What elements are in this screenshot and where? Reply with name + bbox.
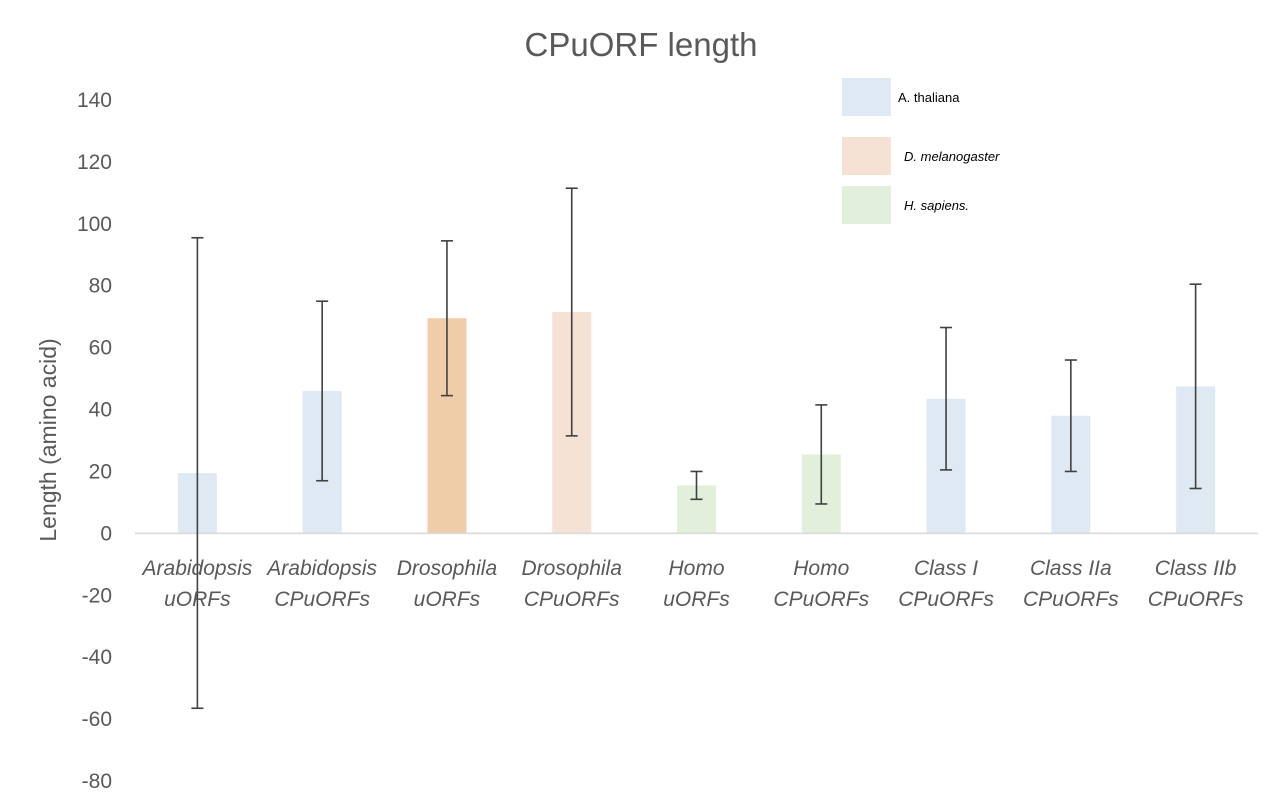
legend-label: H. sapiens.: [904, 198, 969, 213]
error-bar: [690, 470, 703, 501]
error-bar: [1064, 359, 1077, 473]
x-tick-label: CPuORFs: [524, 588, 620, 611]
legend-item: A. thaliana: [842, 78, 960, 116]
y-tick-label: 80: [89, 275, 112, 298]
y-tick-label: -60: [82, 708, 112, 731]
y-tick-label: 0: [100, 522, 112, 545]
error-bar: [191, 236, 204, 710]
y-tick-label: 60: [89, 337, 112, 360]
error-bar: [565, 187, 578, 437]
y-tick-label: 140: [77, 89, 112, 112]
legend-swatch: [842, 78, 891, 116]
x-tick-label: Class I: [914, 557, 978, 580]
y-tick-label: -20: [82, 584, 112, 607]
legend-label: A. thaliana: [898, 90, 960, 105]
legend-item: H. sapiens.: [842, 186, 969, 224]
x-tick-label: CPuORFs: [1148, 588, 1244, 611]
x-tick-label: uORFs: [164, 588, 231, 611]
x-tick-label: uORFs: [414, 588, 481, 611]
y-tick-label: 40: [89, 399, 112, 422]
x-tick-label: CPuORFs: [274, 588, 370, 611]
error-bars: [191, 187, 1202, 710]
legend-label: D. melanogaster: [904, 149, 1000, 164]
x-tick-label: CPuORFs: [773, 588, 869, 611]
y-tick-label: 120: [77, 151, 112, 174]
legend-item: D. melanogaster: [842, 137, 1000, 175]
legend: A. thaliana D. melanogaster H. sapiens.: [842, 78, 1000, 224]
y-tick-label: 100: [77, 213, 112, 236]
chart-title: CPuORF length: [525, 26, 758, 63]
y-tick-label: 20: [89, 460, 112, 483]
x-tick-label: Class IIa: [1030, 557, 1112, 580]
legend-swatch: [842, 186, 891, 224]
x-tick-label: CPuORFs: [898, 588, 994, 611]
x-tick-label: Drosophila: [522, 557, 622, 580]
x-tick-label: CPuORFs: [1023, 588, 1119, 611]
legend-swatch: [842, 137, 891, 175]
error-bar: [440, 240, 453, 397]
x-tick-label: Class IIb: [1155, 557, 1237, 580]
x-tick-label: Homo: [793, 557, 849, 580]
y-axis-label: Length (amino acid): [35, 338, 61, 541]
x-tick-label: Drosophila: [397, 557, 497, 580]
error-bar: [1189, 283, 1202, 490]
error-bar: [815, 404, 828, 505]
x-tick-label: Homo: [668, 557, 724, 580]
x-axis-ticks: Arabidopsis uORFs Arabidopsis CPuORFs Drosop…: [141, 557, 1244, 611]
bars: [177, 312, 1216, 534]
y-axis-ticks: -80 -60 -40 -20 0 20 40 60 80 100 120 140: [77, 89, 112, 793]
y-tick-label: -80: [82, 770, 112, 793]
y-tick-label: -40: [82, 646, 112, 669]
error-bar: [940, 326, 953, 471]
x-tick-label: Arabidopsis: [141, 557, 253, 580]
x-tick-label: Arabidopsis: [265, 557, 377, 580]
error-bar: [316, 300, 329, 482]
x-tick-label: uORFs: [663, 588, 730, 611]
